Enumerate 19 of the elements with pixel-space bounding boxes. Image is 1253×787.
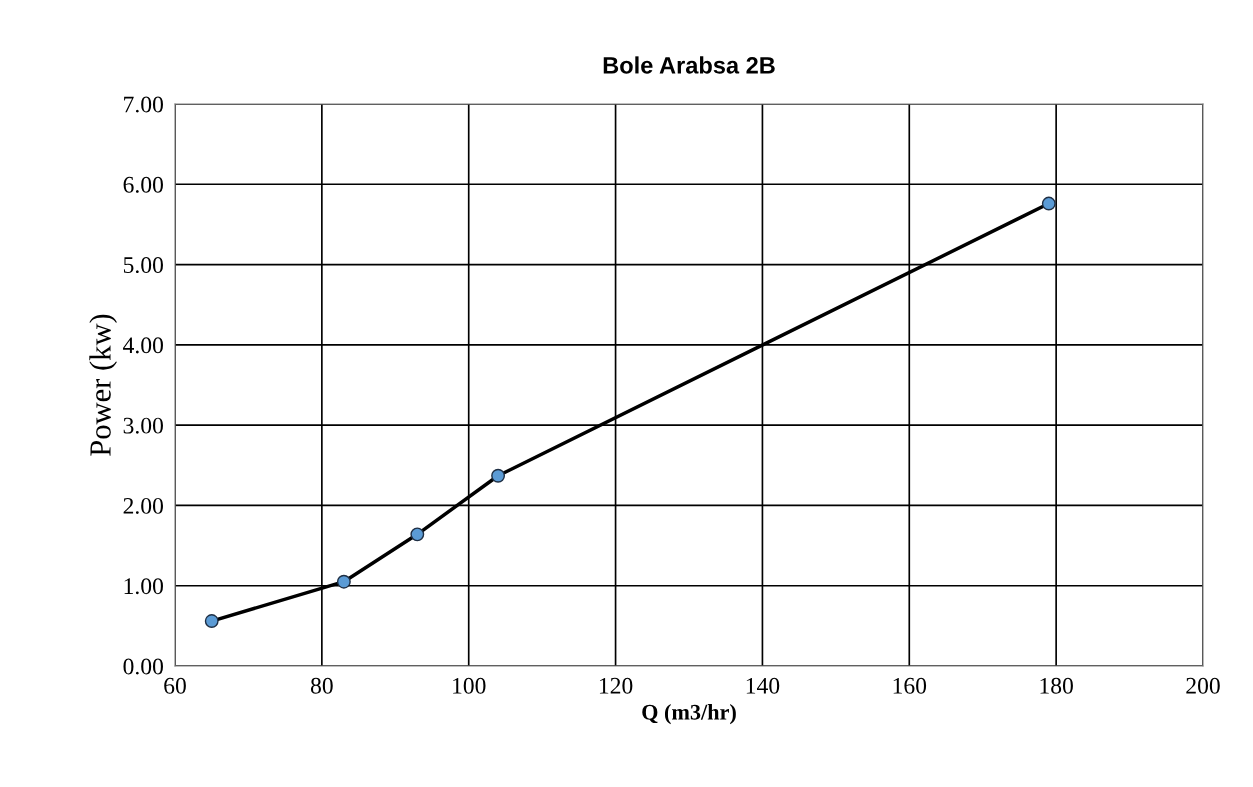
y-tick-label: 7.00 (124, 96, 163, 113)
x-axis-title: Q (m3/hr) (642, 704, 736, 725)
x-tick-label: 60 (164, 677, 186, 694)
x-tick-label: 100 (453, 677, 486, 694)
y-axis-title: Power (kw) (89, 314, 118, 456)
y-tick-label: 1.00 (124, 578, 163, 595)
x-tick-label: 160 (893, 677, 927, 694)
x-tick-label: 120 (599, 677, 633, 694)
y-tick-label: 4.00 (123, 337, 163, 354)
x-tick-label: 80 (310, 677, 333, 694)
y-tick-label: 0.00 (123, 658, 163, 675)
y-tick-label: 3.00 (123, 417, 163, 434)
x-tick-label: 200 (1186, 677, 1220, 694)
chart-title: Bole Arabsa 2B (603, 56, 775, 74)
x-tick-label: 180 (1040, 677, 1073, 694)
x-tick-label: 140 (746, 677, 780, 694)
y-tick-label: 5.00 (123, 257, 163, 274)
y-tick-label: 6.00 (123, 176, 163, 193)
y-tick-label: 2.00 (123, 497, 163, 514)
